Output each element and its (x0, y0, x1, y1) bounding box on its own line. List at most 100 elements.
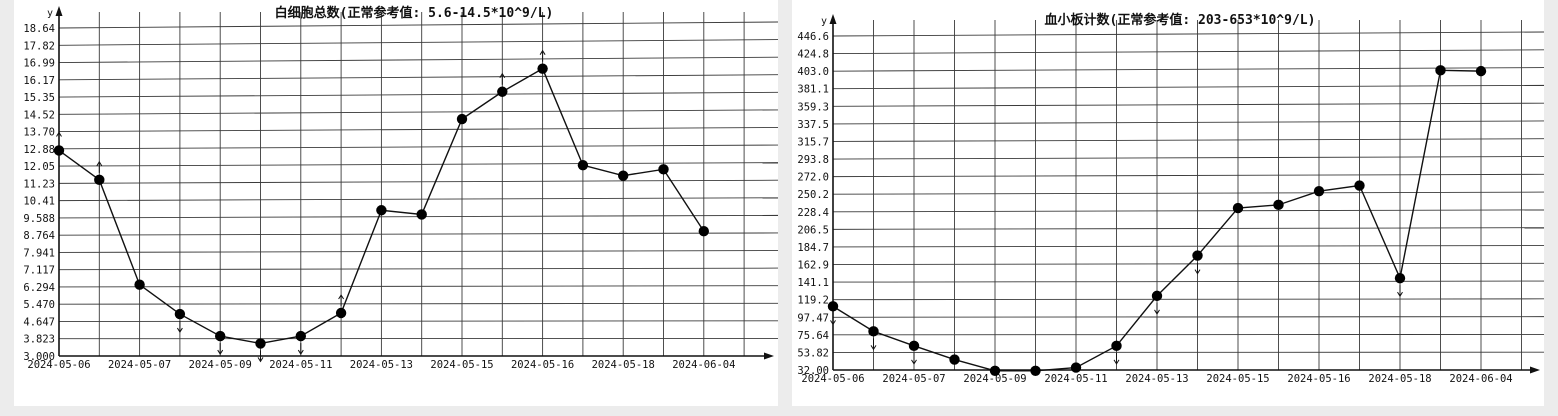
chart-title: 血小板计数(正常参考值: 203-653*10^9/L) (1045, 12, 1316, 28)
data-point (1435, 65, 1446, 76)
data-point (134, 279, 145, 290)
y-tick-label: 206.5 (797, 224, 829, 236)
x-tick-label: 2024-05-13 (1125, 373, 1188, 385)
low-flag-arrowhead (217, 349, 224, 356)
grid-line-horizontal (58, 302, 778, 305)
grid-line-horizontal (832, 67, 1544, 72)
y-tick-label: 228.4 (797, 207, 829, 219)
data-point (255, 338, 266, 349)
y-tick-label: 8.764 (23, 230, 55, 242)
grid-line-horizontal (58, 21, 778, 29)
high-flag-arrowhead (338, 294, 345, 300)
y-tick-label: 424.8 (797, 49, 829, 61)
data-point (537, 63, 548, 74)
y-tick-label: 272.0 (797, 172, 829, 184)
data-point (1232, 202, 1244, 214)
x-tick-label: 2024-05-06 (801, 373, 864, 385)
high-flag-arrowhead (56, 131, 62, 137)
x-tick-label: 2024-05-07 (882, 373, 945, 385)
platelet-chart: 446.6 424.8 403.0 381.1 359.3 337.5 315.7 293.8… (797, 12, 1544, 385)
y-tick-label: 162.9 (797, 260, 829, 272)
y-tick-label: 53.82 (797, 347, 829, 359)
y-tick-label: 359.3 (797, 101, 829, 113)
low-flag-arrowhead (830, 320, 836, 326)
grid-line-horizontal (832, 298, 1544, 301)
platelet-chart-panel: 446.6 424.8 403.0 381.1 359.3 337.5 315.7 293.8… (792, 0, 1544, 406)
grid-line-horizontal (832, 31, 1544, 37)
y-axis-label: y (47, 8, 53, 19)
grid-line-horizontal (832, 316, 1544, 318)
y-tick-label: 9.588 (23, 213, 55, 225)
grid-line-horizontal (832, 227, 1544, 230)
y-tick-label: 16.17 (23, 75, 55, 87)
y-tick-label: 16.99 (23, 58, 55, 70)
grid-line-horizontal (832, 120, 1544, 125)
low-flag-arrowhead (176, 327, 183, 333)
data-point (94, 174, 105, 186)
low-flag-arrowhead (297, 349, 304, 356)
x-axis-arrow (764, 352, 774, 360)
data-point (698, 226, 709, 237)
data-point (868, 326, 879, 337)
y-tick-label: 13.70 (23, 127, 55, 139)
grid-line-horizontal (58, 39, 778, 46)
x-tick-label: 2024-05-18 (1368, 373, 1431, 385)
y-tick-label: 403.0 (797, 66, 829, 78)
data-point (174, 308, 186, 320)
x-tick-label: 2024-05-15 (1206, 373, 1269, 385)
data-point (1313, 185, 1325, 197)
data-point (1151, 290, 1163, 302)
data-point (1394, 272, 1406, 284)
grid-line-horizontal (832, 280, 1544, 283)
data-point (949, 354, 960, 365)
x-tick-label: 2024-05-13 (350, 359, 413, 371)
x-tick-label: 2024-05-09 (189, 359, 252, 371)
y-tick-label: 446.6 (797, 31, 829, 43)
y-tick-label: 337.5 (797, 119, 829, 131)
low-flag-arrowhead (911, 359, 917, 365)
y-axis-label: y (821, 16, 827, 27)
y-tick-label: 75.64 (797, 330, 829, 342)
y-tick-label: 15.35 (23, 92, 55, 104)
grid-line-horizontal (58, 91, 778, 98)
y-tick-label: 141.1 (797, 277, 829, 289)
grid-line-horizontal (58, 144, 778, 150)
data-point (1475, 65, 1487, 77)
grid-line-horizontal (58, 197, 778, 202)
data-point (53, 145, 65, 156)
x-tick-label: 2024-05-16 (511, 359, 574, 371)
data-point (295, 330, 306, 342)
grid-line-horizontal (58, 127, 778, 133)
data-point (1273, 199, 1284, 211)
y-tick-label: 11.23 (23, 178, 55, 190)
y-tick-label: 7.941 (23, 247, 55, 259)
data-point (497, 86, 508, 97)
y-tick-label: 12.88 (23, 144, 55, 156)
y-tick-label: 3.000 (23, 351, 55, 363)
high-flag-arrowhead (499, 72, 506, 79)
grid-line-horizontal (832, 191, 1544, 195)
y-axis-arrow (829, 14, 837, 24)
data-point (1111, 340, 1122, 352)
grid-line-horizontal (58, 232, 778, 236)
data-point (1354, 180, 1365, 191)
x-axis-arrow (1530, 366, 1540, 374)
y-tick-label: 293.8 (797, 154, 829, 166)
data-point (658, 164, 669, 175)
y-tick-label: 250.2 (797, 189, 829, 201)
grid-line-horizontal (58, 74, 778, 81)
y-tick-label: 14.52 (23, 109, 55, 121)
x-tick-label: 2024-05-18 (592, 359, 655, 371)
grid-line-horizontal (832, 156, 1544, 160)
y-tick-label: 4.647 (23, 316, 55, 328)
grid-line-horizontal (832, 102, 1544, 107)
y-tick-label: 3.823 (23, 334, 55, 346)
data-point (989, 365, 1001, 377)
x-tick-label: 2024-05-09 (963, 373, 1026, 385)
data-point (827, 301, 839, 312)
data-point (215, 330, 226, 342)
low-flag-arrowhead (870, 345, 877, 351)
low-flag-arrowhead (1113, 359, 1120, 365)
grid-line-horizontal (832, 138, 1544, 142)
high-flag-arrowhead (96, 160, 103, 167)
